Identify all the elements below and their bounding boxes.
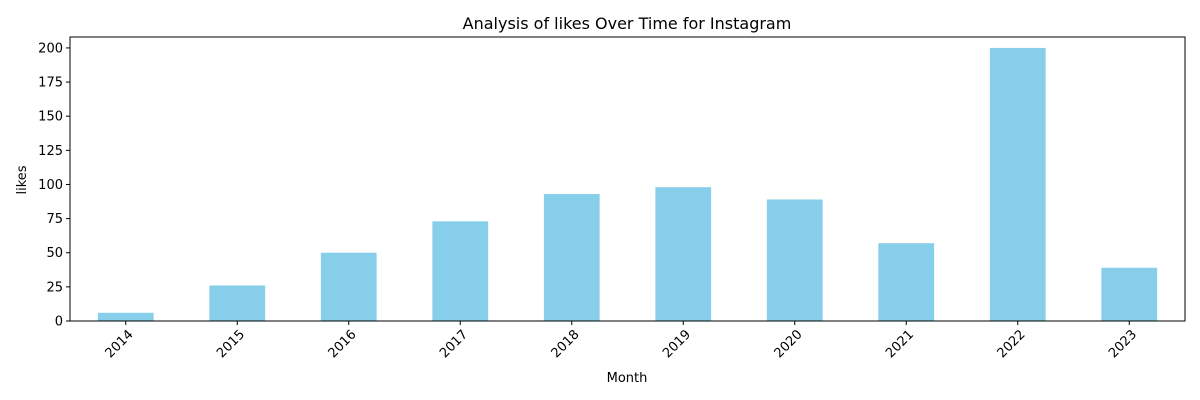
x-tick-label: 2021: [883, 327, 917, 361]
bar-2019: [655, 187, 712, 321]
plot-area: 0 25 50 75 100 125 150 175 200 2014 2015 2016 2017 20…: [38, 36, 1186, 361]
y-tick-label: 100: [38, 178, 63, 193]
y-tick-label: 200: [38, 41, 63, 56]
bar-2017: [432, 221, 489, 321]
x-tick-label: 2019: [660, 327, 694, 361]
x-tick-label: 2017: [437, 327, 471, 361]
bar-2018: [543, 194, 600, 321]
y-tick-label: 0: [55, 315, 63, 330]
x-tick-label: 2015: [214, 327, 248, 361]
bar-2021: [878, 243, 935, 321]
bar-2015: [209, 285, 266, 321]
bar-2022: [989, 47, 1046, 322]
y-tick-label: 25: [46, 280, 63, 295]
x-tick-label: 2020: [772, 327, 806, 361]
chart-title: Analysis of likes Over Time for Instagra…: [463, 14, 792, 33]
bar-2014: [97, 312, 154, 321]
bar-2016: [320, 252, 377, 321]
plot-frame: [69, 36, 1186, 322]
x-tick-label: 2014: [103, 327, 137, 361]
bar-2023: [1101, 267, 1158, 321]
y-tick-label: 75: [46, 212, 63, 227]
y-tick-label: 50: [46, 246, 63, 261]
x-tick-label: 2022: [995, 327, 1029, 361]
x-tick-label: 2018: [549, 327, 583, 361]
y-tick-label: 125: [38, 144, 63, 159]
bar-2020: [766, 199, 823, 321]
y-tick-label: 150: [38, 110, 63, 125]
y-tick-label: 175: [38, 76, 63, 91]
y-axis-title: likes: [15, 165, 30, 194]
x-tick-label: 2016: [326, 327, 360, 361]
x-axis-title: Month: [607, 371, 648, 386]
x-tick-label: 2023: [1106, 327, 1140, 361]
